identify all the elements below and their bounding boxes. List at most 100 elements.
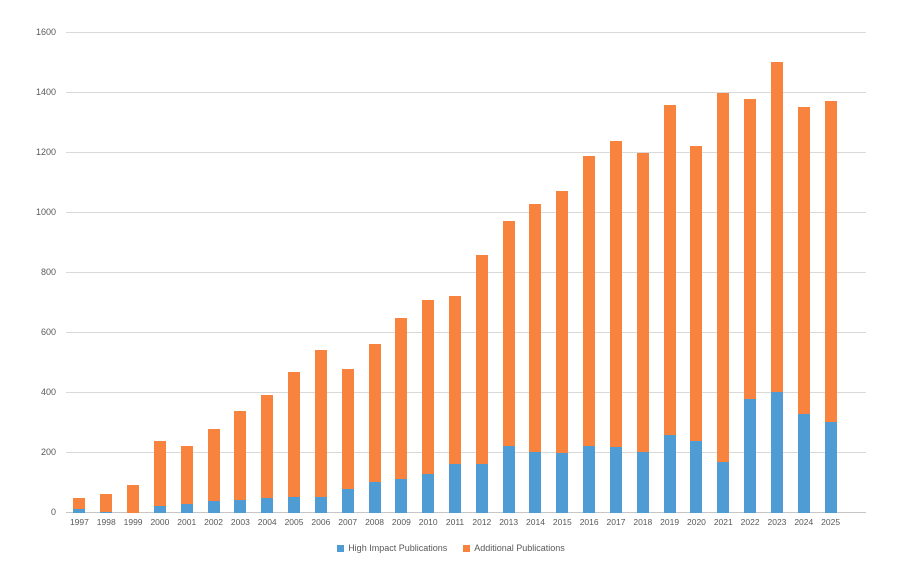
gridline-800 xyxy=(66,272,866,273)
bar-slot-2023 xyxy=(764,33,791,513)
y-tick-label-1400: 1400 xyxy=(35,87,56,97)
bar-segment-1998-additional xyxy=(100,493,113,512)
bar-slot-2006 xyxy=(307,33,334,513)
bar-slot-2018 xyxy=(629,33,656,513)
x-tick-label-2003: 2003 xyxy=(230,517,250,527)
stacked-bar-2013 xyxy=(502,220,515,513)
bar-slot-2001 xyxy=(173,33,200,513)
stacked-bar-2006 xyxy=(314,349,327,513)
x-tick-label-2012: 2012 xyxy=(472,517,492,527)
x-tick-label-2015: 2015 xyxy=(552,517,572,527)
gridline-200 xyxy=(66,452,866,453)
bar-segment-2015-additional xyxy=(556,190,569,453)
stacked-bar-2025 xyxy=(824,100,837,513)
y-tick-label-800: 800 xyxy=(40,267,56,277)
gridline-1200 xyxy=(66,152,866,153)
bar-segment-2022-high-impact xyxy=(744,399,757,513)
stacked-bar-2008 xyxy=(368,343,381,513)
bar-segment-2000-additional xyxy=(153,441,166,506)
y-tick-label-1000: 1000 xyxy=(35,207,56,217)
bar-segment-2019-high-impact xyxy=(663,435,676,513)
x-tick-label-1999: 1999 xyxy=(123,517,143,527)
stacked-bar-2010 xyxy=(422,300,435,513)
x-tick-label-2000: 2000 xyxy=(150,517,170,527)
bar-segment-2007-high-impact xyxy=(341,489,354,513)
bar-segment-2018-high-impact xyxy=(636,451,649,513)
y-tick-label-200: 200 xyxy=(40,447,56,457)
stacked-bar-1999 xyxy=(127,484,140,513)
bar-segment-2013-additional xyxy=(502,220,515,446)
bar-segment-1998-high-impact xyxy=(100,511,113,513)
bar-slot-2008 xyxy=(361,33,388,513)
bar-slot-2020 xyxy=(683,33,710,513)
bar-slot-2014 xyxy=(522,33,549,513)
bar-segment-2003-high-impact xyxy=(234,499,247,513)
stacked-bar-2023 xyxy=(770,61,783,513)
gridline-400 xyxy=(66,392,866,393)
x-axis-tick-labels: 1997 1998 1999 2000 2001 2002 2003 2004 2005 2006… xyxy=(66,517,844,528)
x-tick-label-2011: 2011 xyxy=(445,517,465,527)
gridline-1000 xyxy=(66,212,866,213)
bar-slot-2017 xyxy=(603,33,630,513)
bar-slot-2005 xyxy=(281,33,308,513)
stacked-bar-2005 xyxy=(288,372,301,513)
bar-segment-2002-additional xyxy=(207,429,220,501)
bar-segment-2001-additional xyxy=(180,445,193,504)
bar-segment-2018-additional xyxy=(636,153,649,452)
bar-segment-2017-additional xyxy=(609,141,622,447)
stacked-bar-2015 xyxy=(556,190,569,513)
bar-segment-2020-additional xyxy=(690,145,703,441)
bar-segment-2008-additional xyxy=(368,343,381,482)
bar-slot-2022 xyxy=(737,33,764,513)
stacked-bar-1998 xyxy=(100,493,113,513)
bar-segment-2010-additional xyxy=(422,300,435,474)
legend-label-high-impact: High Impact Publications xyxy=(348,543,448,553)
bar-segment-2010-high-impact xyxy=(422,474,435,513)
legend-item-high-impact: High Impact Publications xyxy=(337,543,447,553)
bar-segment-2014-additional xyxy=(529,204,542,452)
stacked-bar-2024 xyxy=(797,106,810,513)
bar-segment-2007-additional xyxy=(341,369,354,489)
bar-segment-2020-high-impact xyxy=(690,441,703,513)
bar-segment-2025-high-impact xyxy=(824,421,837,513)
x-tick-label-1997: 1997 xyxy=(69,517,89,527)
stacked-bar-2014 xyxy=(529,204,542,513)
bar-segment-2000-high-impact xyxy=(153,505,166,513)
bar-segment-2004-additional xyxy=(261,394,274,498)
stacked-bar-2020 xyxy=(690,145,703,513)
bar-segment-2006-additional xyxy=(314,349,327,497)
bar-slot-2000 xyxy=(146,33,173,513)
stacked-bar-2000 xyxy=(153,441,166,513)
bar-slot-2004 xyxy=(254,33,281,513)
bar-segment-2004-high-impact xyxy=(261,498,274,513)
bar-segment-2008-high-impact xyxy=(368,481,381,513)
stacked-bar-2002 xyxy=(207,429,220,513)
x-tick-label-2005: 2005 xyxy=(284,517,304,527)
bar-segment-2009-high-impact xyxy=(395,478,408,513)
bar-segment-2009-additional xyxy=(395,318,408,479)
stacked-bar-2016 xyxy=(583,156,596,513)
bar-segment-2003-additional xyxy=(234,411,247,500)
stacked-bar-2018 xyxy=(636,153,649,513)
bar-segment-2001-high-impact xyxy=(180,504,193,513)
bar-slot-2016 xyxy=(576,33,603,513)
stacked-bar-2017 xyxy=(609,141,622,513)
bar-segment-2016-high-impact xyxy=(583,445,596,513)
bar-segment-2024-high-impact xyxy=(797,414,810,513)
stacked-bar-2021 xyxy=(717,93,730,513)
x-tick-label-1998: 1998 xyxy=(96,517,116,527)
bar-slot-2015 xyxy=(549,33,576,513)
y-tick-label-1600: 1600 xyxy=(35,27,56,37)
plot-area xyxy=(66,33,844,513)
bar-slot-2010 xyxy=(415,33,442,513)
stacked-bar-2001 xyxy=(180,445,193,513)
additional-swatch-icon xyxy=(463,544,471,552)
bar-slot-2019 xyxy=(656,33,683,513)
bar-segment-2017-high-impact xyxy=(609,447,622,513)
stacked-bar-2007 xyxy=(341,369,354,513)
bar-slot-2025 xyxy=(817,33,844,513)
bar-segment-2002-high-impact xyxy=(207,501,220,513)
bar-slot-2012 xyxy=(468,33,495,513)
y-tick-label-400: 400 xyxy=(40,387,56,397)
